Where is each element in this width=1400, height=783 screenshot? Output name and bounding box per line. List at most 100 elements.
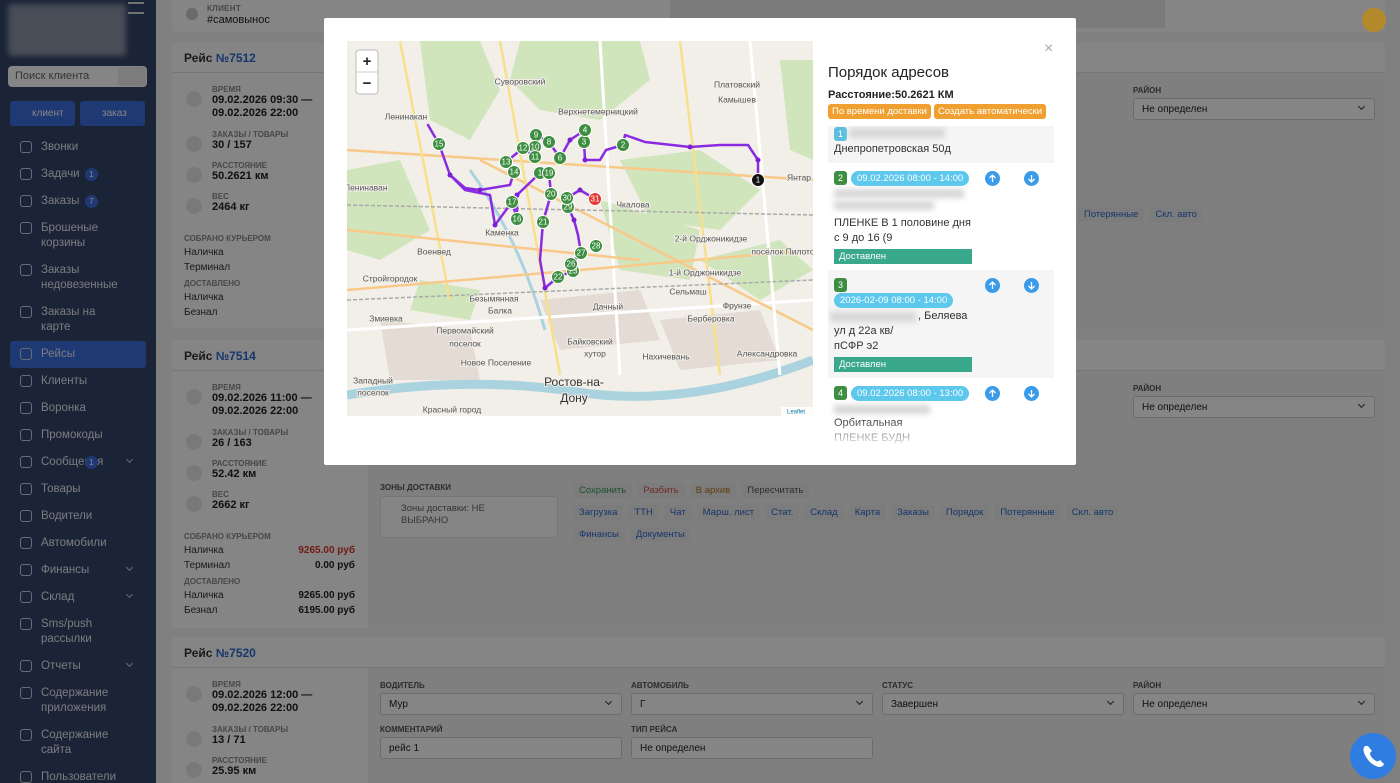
- move-down-button[interactable]: [1024, 171, 1039, 186]
- menu-item[interactable]: Промокоды: [10, 422, 146, 449]
- map-marker[interactable]: [507, 165, 521, 179]
- menu-item[interactable]: Сообщения 1: [10, 449, 146, 476]
- map-marker[interactable]: [560, 191, 574, 205]
- road: [398, 41, 452, 301]
- select[interactable]: Г: [631, 693, 873, 715]
- map-marker[interactable]: [528, 150, 542, 164]
- map[interactable]: Суворовский Платовский Камышев Ленинакан Вер…: [347, 41, 813, 416]
- zoom-in[interactable]: +: [363, 53, 372, 70]
- action-button[interactable]: Потерянные: [994, 505, 1061, 520]
- route-number[interactable]: №7514: [215, 349, 256, 363]
- menu-item[interactable]: Задачи 1: [10, 161, 146, 188]
- move-up-button[interactable]: [985, 386, 1000, 401]
- button-row: Финансы Документы: [573, 527, 691, 542]
- action-button[interactable]: В архив: [689, 483, 737, 498]
- action-button[interactable]: Пересчитать: [741, 483, 810, 498]
- menu-item[interactable]: Содержание сайта: [10, 722, 146, 764]
- action-button[interactable]: Карта: [848, 505, 887, 520]
- menu-item[interactable]: Рейсы: [10, 341, 146, 368]
- action-button[interactable]: Загрузка: [573, 505, 624, 520]
- map-marker[interactable]: [432, 137, 446, 151]
- search-button[interactable]: [118, 67, 146, 86]
- map-marker[interactable]: [542, 135, 556, 149]
- map-marker[interactable]: [751, 173, 765, 187]
- menu-item[interactable]: Заказы 7: [10, 188, 146, 215]
- select[interactable]: Завершен: [882, 693, 1124, 715]
- map-marker[interactable]: [574, 246, 588, 260]
- menu-item[interactable]: Клиенты: [10, 368, 146, 395]
- move-down-button[interactable]: [1024, 278, 1039, 293]
- map-marker[interactable]: [564, 257, 578, 271]
- arrow-icon: [989, 174, 996, 182]
- map-marker[interactable]: [616, 138, 630, 152]
- menu-item[interactable]: Отчеты: [10, 653, 146, 680]
- delivery-time: 09.02.2026 08:00 - 14:00: [851, 171, 970, 186]
- map-marker[interactable]: [553, 151, 567, 165]
- action-button[interactable]: Документы: [629, 527, 691, 542]
- add-order-button[interactable]: заказ: [80, 101, 145, 126]
- add-client-button[interactable]: клиент: [10, 101, 75, 126]
- map-marker[interactable]: [544, 187, 558, 201]
- menu-item[interactable]: Sms/push рассылки: [10, 611, 146, 653]
- action-button[interactable]: Потерянные: [1078, 207, 1145, 222]
- action-button[interactable]: Марш. лист: [696, 505, 761, 520]
- move-down-button[interactable]: [1024, 386, 1039, 401]
- menu-item[interactable]: Финансы: [10, 557, 146, 584]
- move-up-button[interactable]: [985, 171, 1000, 186]
- map-marker[interactable]: [551, 270, 565, 284]
- menu-item[interactable]: Содержание приложения: [10, 680, 146, 722]
- menu-item[interactable]: Брошеные корзины: [10, 215, 146, 257]
- menu-item[interactable]: Заказы на карте: [10, 299, 146, 341]
- attribution[interactable]: Leaflet: [787, 410, 805, 416]
- map-marker[interactable]: [505, 195, 519, 209]
- arrow-icon: [989, 281, 996, 289]
- map-marker[interactable]: [510, 212, 524, 226]
- route-number[interactable]: №7520: [215, 646, 256, 660]
- menu-item[interactable]: Автомобили: [10, 530, 146, 557]
- action-button[interactable]: Сохранить: [573, 483, 633, 498]
- menu-item[interactable]: Склад: [10, 584, 146, 611]
- action-button[interactable]: Порядок: [939, 505, 990, 520]
- move-up-button[interactable]: [985, 278, 1000, 293]
- select[interactable]: Не определен: [1133, 98, 1375, 120]
- input[interactable]: Не определен: [631, 737, 873, 759]
- map-marker[interactable]: [536, 215, 550, 229]
- action-button[interactable]: Финансы: [573, 527, 625, 542]
- action-button[interactable]: ТТН: [628, 505, 659, 520]
- select[interactable]: Мур: [380, 693, 622, 715]
- map-marker[interactable]: [578, 123, 592, 137]
- action-button[interactable]: Скл. авто: [1065, 505, 1120, 520]
- map-marker[interactable]: [589, 239, 603, 253]
- menu-item[interactable]: Воронка: [10, 395, 146, 422]
- action-button[interactable]: Чат: [663, 505, 692, 520]
- action-button[interactable]: Склад: [804, 505, 844, 520]
- input[interactable]: рейс 1: [380, 737, 622, 759]
- map-marker[interactable]: [499, 155, 513, 169]
- route-number[interactable]: №7512: [215, 51, 256, 65]
- menu-item[interactable]: Товары: [10, 476, 146, 503]
- action-button[interactable]: Стат.: [765, 505, 800, 520]
- action-button[interactable]: Скл. авто: [1149, 207, 1203, 222]
- menu-item[interactable]: Звонки: [10, 134, 146, 161]
- action-button[interactable]: Заказы: [891, 505, 935, 520]
- close-button[interactable]: ×: [1044, 40, 1054, 57]
- order-button[interactable]: По времени доставки: [828, 104, 931, 119]
- road: [347, 298, 813, 332]
- order-button[interactable]: Создать автоматически: [934, 104, 1047, 119]
- menu-item[interactable]: Заказы недовезенные: [10, 257, 146, 299]
- action-button[interactable]: Разбить: [637, 483, 685, 498]
- menu-toggle[interactable]: [128, 2, 144, 14]
- route-header: Рейс №7512: [184, 51, 256, 65]
- map-label: Первомайский: [436, 325, 494, 335]
- map-marker[interactable]: [542, 166, 556, 180]
- select[interactable]: Не определен: [1133, 396, 1375, 418]
- marker-label: 30: [563, 194, 572, 203]
- call-button[interactable]: [1350, 733, 1396, 779]
- search-input[interactable]: Поиск клиента: [8, 66, 147, 87]
- zoom-out[interactable]: −: [363, 75, 372, 92]
- map-marker[interactable]: [588, 192, 602, 206]
- select[interactable]: Не определен: [1133, 693, 1375, 715]
- user-avatar[interactable]: [1362, 8, 1386, 32]
- map-marker[interactable]: [516, 141, 530, 155]
- menu-item[interactable]: Водители: [10, 503, 146, 530]
